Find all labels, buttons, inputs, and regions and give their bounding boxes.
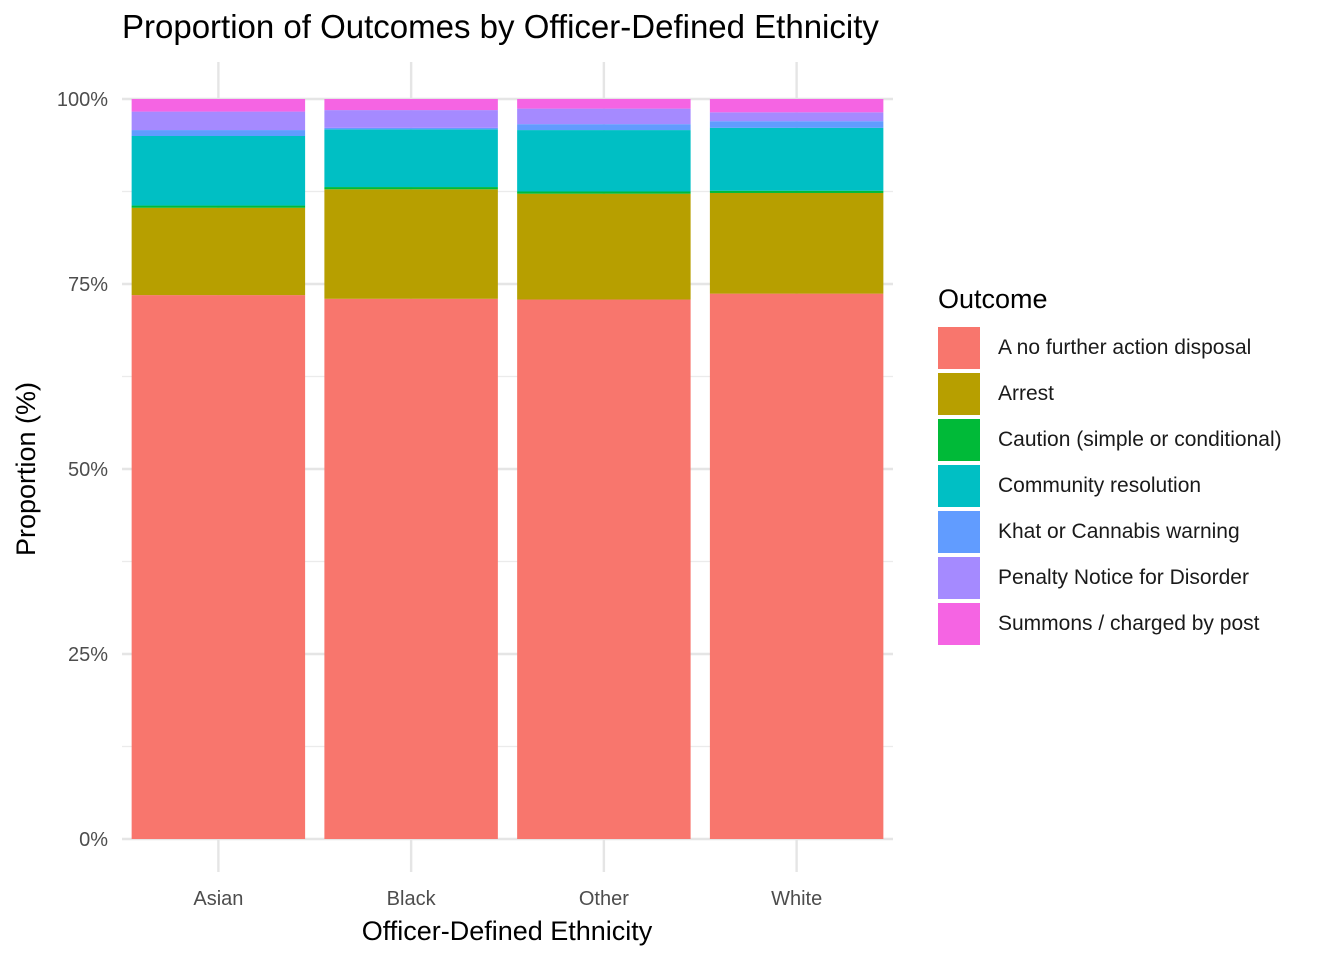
legend-swatch — [938, 603, 980, 645]
bar-segment — [324, 298, 498, 839]
bar-segment — [517, 130, 691, 192]
x-tick-label: Other — [579, 888, 629, 910]
bar-segment — [324, 189, 498, 299]
legend-title: Outcome — [938, 284, 1048, 314]
legend-swatch — [938, 327, 980, 369]
legend-items: A no further action disposal Arrest Cautio… — [938, 325, 1282, 647]
bar-segment — [709, 121, 884, 128]
bar-segment — [709, 190, 884, 193]
x-axis-title: Officer-Defined Ethnicity — [362, 916, 653, 946]
legend-label: Summons / charged by post — [998, 612, 1260, 635]
bar-segment — [131, 130, 306, 136]
bar-segment — [709, 192, 884, 294]
y-tick-label: 0% — [79, 829, 108, 851]
y-tick-label: 25% — [68, 644, 108, 666]
legend-label: A no further action disposal — [998, 336, 1252, 359]
legend-swatch — [938, 511, 980, 553]
x-tick-label: Asian — [193, 888, 243, 910]
legend-item: Community resolution — [938, 463, 1282, 509]
legend-label: Community resolution — [998, 474, 1202, 497]
bar-segment — [324, 187, 498, 190]
legend-swatch — [938, 557, 980, 599]
bars — [131, 99, 884, 840]
bar-segment — [709, 112, 884, 122]
legend-label: Arrest — [998, 382, 1055, 405]
bar-segment — [517, 299, 691, 839]
bar-segment — [517, 99, 691, 109]
axis-labels: 0% 25% 50% 75% 100% Asian Black Other White — [57, 89, 822, 910]
bar-segment — [324, 127, 498, 130]
bar-segment — [131, 111, 306, 131]
legend-item: Penalty Notice for Disorder — [938, 555, 1282, 601]
bar-segment — [709, 293, 884, 839]
bar-segment — [131, 205, 306, 208]
x-tick-label: White — [771, 888, 822, 910]
bar-segment — [324, 129, 498, 188]
legend-label: Khat or Cannabis warning — [998, 520, 1240, 543]
legend-item: Caution (simple or conditional) — [938, 417, 1282, 463]
legend: Outcome A no further action disposal Arre… — [938, 284, 1282, 647]
bar-segment — [131, 207, 306, 296]
legend-item: A no further action disposal — [938, 325, 1282, 371]
bar-segment — [517, 124, 691, 131]
legend-item: Summons / charged by post — [938, 601, 1282, 647]
y-axis-title: Proportion (%) — [11, 382, 41, 556]
legend-swatch — [938, 373, 980, 415]
bar-segment — [131, 99, 306, 112]
bar-segment — [324, 99, 498, 111]
bar-segment — [517, 108, 691, 125]
legend-label: Caution (simple or conditional) — [998, 428, 1282, 451]
legend-swatch — [938, 419, 980, 461]
bar-segment — [709, 127, 884, 191]
bar-segment — [517, 191, 691, 194]
legend-item: Arrest — [938, 371, 1282, 417]
bar-segment — [131, 295, 306, 840]
bar-segment — [517, 193, 691, 300]
bar-segment — [131, 136, 306, 206]
y-tick-label: 100% — [57, 89, 108, 111]
x-tick-label: Black — [387, 888, 437, 910]
legend-swatch — [938, 465, 980, 507]
legend-item: Khat or Cannabis warning — [938, 509, 1282, 555]
bar-segment — [324, 110, 498, 128]
y-tick-label: 75% — [68, 274, 108, 296]
bar-segment — [709, 99, 884, 113]
y-tick-label: 50% — [68, 459, 108, 481]
chart-title: Proportion of Outcomes by Officer-Define… — [122, 8, 879, 45]
legend-label: Penalty Notice for Disorder — [998, 566, 1249, 589]
